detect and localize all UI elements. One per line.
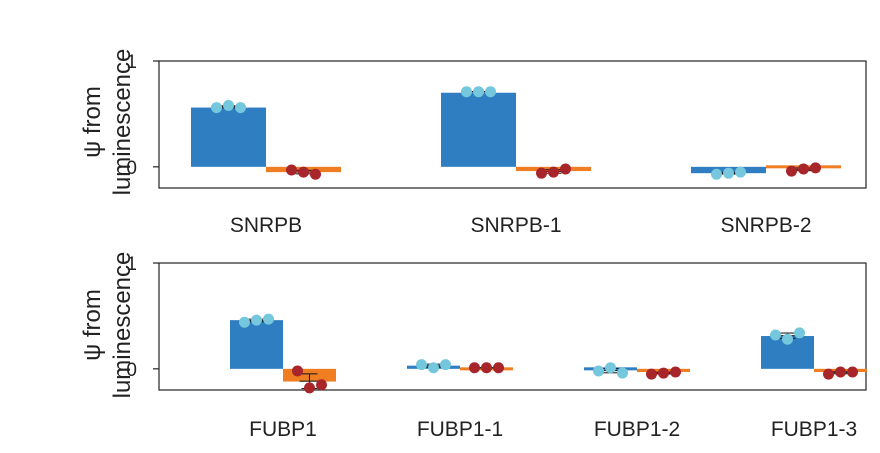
data-point (416, 359, 427, 371)
data-point (251, 314, 262, 326)
data-point (481, 362, 492, 374)
y-tick-label: 1 (126, 52, 137, 73)
data-point (310, 168, 321, 180)
data-point (469, 362, 480, 374)
category-label: FUBP1 (249, 418, 317, 441)
data-point (723, 167, 734, 179)
data-point (223, 99, 234, 111)
data-point (770, 329, 781, 341)
data-point (670, 366, 681, 378)
y-ticks: 01 (126, 254, 159, 381)
bars (191, 86, 841, 180)
data-point (440, 359, 451, 371)
panel-fubp1: ψ from luminescence 01 FUBP1 FUBP1-1 FUBP1… (79, 252, 867, 441)
data-point (658, 367, 669, 379)
data-point (286, 164, 297, 176)
data-point (810, 162, 821, 174)
data-point (646, 368, 657, 380)
data-point (461, 86, 472, 98)
data-point (298, 166, 309, 178)
y-tick-label: 1 (126, 254, 137, 275)
y-ticks: 01 (126, 52, 159, 179)
data-point (548, 166, 559, 178)
category-labels: SNRPB SNRPB-1 SNRPB-2 (230, 214, 812, 237)
data-point (493, 362, 504, 374)
data-point (263, 313, 274, 325)
y-tick-label: 0 (126, 158, 137, 179)
data-point (786, 165, 797, 177)
data-point (735, 166, 746, 178)
panel-snrpb: ψ from luminescence 01 SNRPB SNRPB-1 SNRPB… (79, 49, 867, 237)
bar (441, 92, 516, 167)
data-point (847, 366, 858, 378)
data-point (304, 382, 315, 394)
plot-frame (158, 262, 867, 391)
data-point (823, 368, 834, 380)
category-label: SNRPB-2 (720, 214, 811, 237)
category-label: FUBP1-1 (417, 418, 503, 441)
data-point (292, 365, 303, 377)
data-point (239, 316, 250, 328)
category-label: FUBP1-2 (594, 418, 680, 441)
data-point (211, 102, 222, 114)
data-point (835, 366, 846, 378)
data-point (782, 333, 793, 345)
data-point (798, 163, 809, 175)
y-axis-label-line-1: ψ from (79, 289, 106, 361)
data-point (473, 86, 484, 98)
data-point (794, 327, 805, 339)
data-point (605, 362, 616, 374)
data-point (428, 362, 439, 374)
category-labels: FUBP1 FUBP1-1 FUBP1-2 FUBP1-3 (249, 418, 857, 441)
y-axis-label-line-2: luminescence (109, 252, 136, 399)
data-point (711, 168, 722, 180)
plot-frame (158, 60, 867, 189)
bar (191, 107, 266, 167)
y-axis-label-line-1: ψ from (79, 86, 106, 158)
bar (230, 320, 283, 369)
data-point (593, 365, 604, 377)
data-point (617, 367, 628, 379)
data-point (235, 102, 246, 114)
category-label: SNRPB (230, 214, 302, 237)
data-point (560, 163, 571, 175)
category-label: SNRPB-1 (470, 214, 561, 237)
y-axis-label-line-2: luminescence (109, 49, 136, 196)
category-label: FUBP1-3 (771, 418, 857, 441)
data-point (485, 86, 496, 98)
data-point (316, 379, 327, 391)
y-tick-label: 0 (126, 360, 137, 381)
bars (230, 313, 867, 394)
data-point (536, 167, 547, 179)
